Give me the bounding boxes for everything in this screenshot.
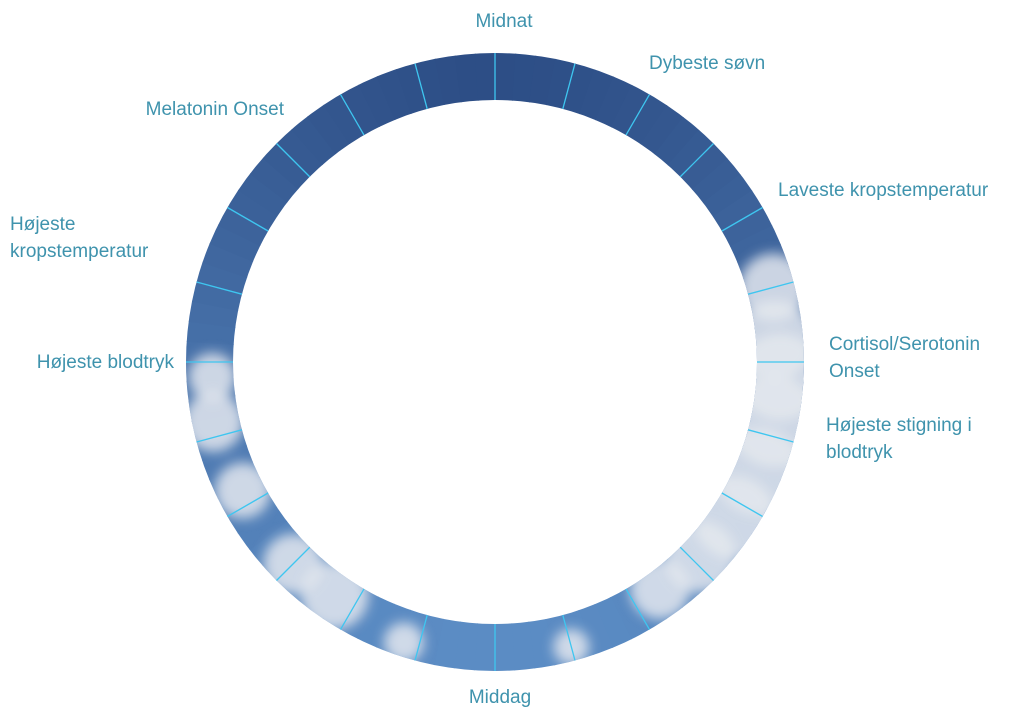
label-highest-blood-pressure: Højeste blodtryk [8, 349, 174, 376]
cloud [630, 559, 691, 620]
hour-tick [414, 614, 428, 661]
label-lowest-body-temperature: Laveste kropstemperatur [778, 177, 988, 204]
label-cortisol-line-2: Onset [829, 361, 880, 382]
hour-tick [196, 429, 243, 443]
sky-wedge [214, 204, 495, 362]
sky-wedge [495, 81, 653, 362]
label-cortisol-serotonin-onset: Cortisol/Serotonin Onset [829, 331, 980, 385]
hour-tick [339, 588, 365, 630]
sky-wedge [374, 362, 495, 659]
hour-ticks [186, 53, 804, 671]
sky-wedge [495, 155, 744, 362]
sky-wedge [321, 90, 495, 363]
label-bp-rise-line-1: Højeste stigning i [826, 415, 972, 436]
label-midnight: Midnat [444, 8, 564, 35]
sky-wedge [234, 170, 496, 362]
sky-wedge [495, 101, 687, 363]
hour-tick [276, 143, 311, 178]
hour-tick [227, 492, 269, 518]
sky-wedge [223, 187, 495, 362]
hour-tick [679, 546, 714, 581]
label-deepest-sleep-text: Dybeste søvn [649, 53, 766, 74]
hour-tick [276, 546, 311, 581]
sky-wedge [246, 154, 495, 362]
hour-tick [562, 614, 576, 661]
sky-wedge [495, 59, 597, 362]
hour-tick [339, 94, 365, 136]
label-bp-rise-line-2: blodtryk [826, 442, 893, 463]
sky-wedge [288, 113, 495, 362]
cloud [383, 622, 424, 663]
hour-tick [196, 281, 243, 295]
hour-tick [679, 143, 714, 178]
label-highest-blood-pressure-text: Højeste blodtryk [36, 352, 174, 373]
sky-wedge [495, 188, 767, 362]
hour-tick [227, 206, 269, 232]
hour-tick [747, 281, 794, 295]
label-highest-bp-rise: Højeste stigning i blodtryk [826, 412, 972, 466]
sky-wedge [356, 72, 495, 363]
cloud [214, 462, 271, 519]
sky-wedge [198, 241, 495, 362]
sky-wedge [304, 101, 495, 362]
sky-wedge [495, 65, 616, 362]
label-highest-body-temperature: Højeste kropstemperatur [10, 211, 148, 265]
hour-tick [625, 94, 651, 136]
hour-tick [414, 63, 428, 110]
cloud [188, 352, 237, 401]
sky-wedge [495, 140, 731, 362]
label-midnight-text: Midnat [475, 11, 533, 32]
sky-wedge [393, 362, 495, 665]
sky-wedge [495, 126, 718, 363]
label-melatonin-onset: Melatonin Onset [100, 96, 284, 123]
sky-wedge [223, 362, 496, 536]
sky-wedge [495, 223, 785, 362]
sky-wedge [338, 80, 495, 362]
label-deepest-sleep: Dybeste søvn [649, 50, 765, 77]
sky-wedge [474, 53, 497, 362]
sky-wedge [205, 222, 496, 362]
hour-tick [721, 206, 763, 232]
sky-wedge [493, 362, 516, 671]
label-lowest-body-temperature-text: Laveste kropstemperatur [778, 180, 989, 201]
sky-wedge [273, 126, 495, 363]
sky-wedge [355, 362, 495, 652]
label-cortisol-line-1: Cortisol/Serotonin [829, 334, 981, 355]
sky-wedge [495, 362, 634, 652]
label-highest-temp-line-1: Højeste [10, 214, 76, 235]
ring-band [186, 53, 804, 671]
sky-wedge [495, 242, 792, 362]
hour-tick [721, 492, 763, 518]
label-noon: Middag [440, 684, 560, 711]
hour-tick [625, 588, 651, 630]
sky-wedge [495, 113, 703, 362]
sky-wedge [192, 260, 495, 362]
label-noon-text: Middag [468, 687, 532, 708]
sky-wedge [259, 139, 495, 362]
sky-wedge [495, 171, 756, 362]
sky-wedge [495, 72, 635, 362]
sky-wedge [234, 362, 495, 553]
label-melatonin-onset-text: Melatonin Onset [145, 99, 284, 120]
sky-wedge [495, 362, 615, 659]
sky-wedge [375, 65, 495, 363]
cloud [186, 391, 244, 452]
hour-tick [747, 429, 794, 443]
sky-wedge [495, 205, 777, 362]
hour-tick [562, 63, 576, 110]
sky-wedge [495, 362, 652, 644]
sky-wedge [495, 90, 670, 362]
label-highest-temp-line-2: kropstemperatur [10, 241, 149, 262]
